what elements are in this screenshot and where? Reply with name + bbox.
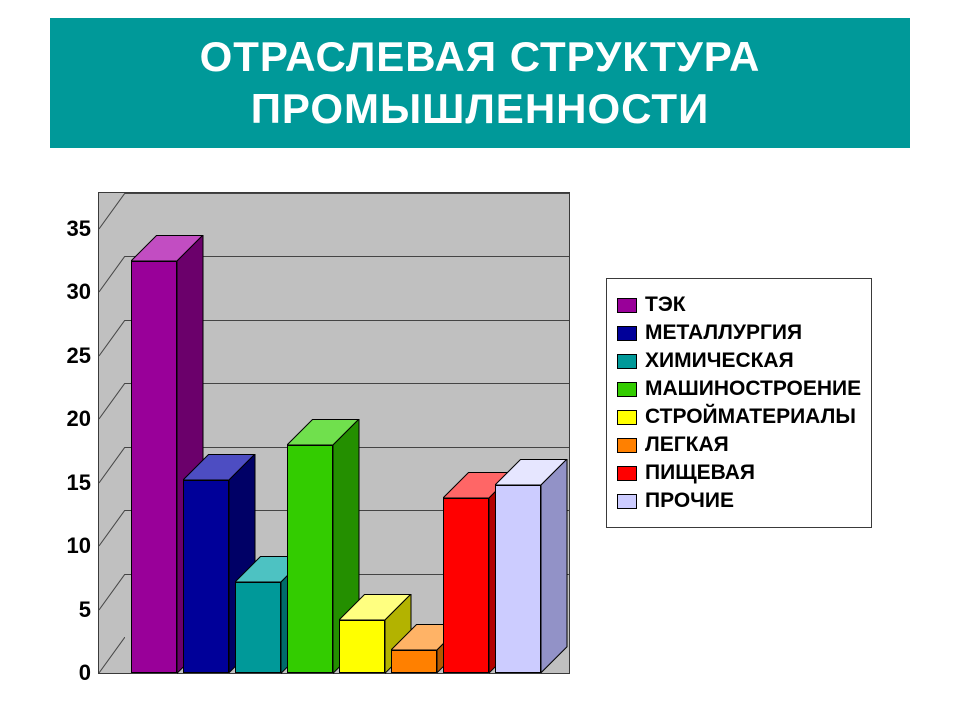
y-tick-label: 15 [67, 470, 99, 496]
y-tick-label: 20 [67, 406, 99, 432]
legend-label: СТРОЙМАТЕРИАЛЫ [645, 405, 856, 429]
legend-item-0: ТЭК [617, 293, 861, 317]
legend-item-7: ПРОЧИЕ [617, 489, 861, 513]
legend-swatch [617, 438, 637, 453]
legend-label: МЕТАЛЛУРГИЯ [645, 321, 802, 345]
legend-swatch [617, 494, 637, 509]
grid-line [125, 193, 569, 194]
y-tick-label: 35 [67, 216, 99, 242]
legend-label: ПИЩЕВАЯ [645, 461, 755, 485]
legend-label: МАШИНОСТРОЕНИЕ [645, 377, 861, 401]
y-tick-label: 25 [67, 343, 99, 369]
legend-item-4: СТРОЙМАТЕРИАЛЫ [617, 405, 861, 429]
legend-swatch [617, 298, 637, 313]
legend-item-1: МЕТАЛЛУРГИЯ [617, 321, 861, 345]
legend-swatch [617, 466, 637, 481]
legend-label: ТЭК [645, 293, 686, 317]
legend-swatch [617, 326, 637, 341]
legend-label: ЛЕГКАЯ [645, 433, 729, 457]
legend: ТЭК МЕТАЛЛУРГИЯ ХИМИЧЕСКАЯ МАШИНОСТРОЕНИЕ СТ… [606, 278, 872, 528]
y-tick-label: 30 [67, 279, 99, 305]
legend-swatch [617, 410, 637, 425]
legend-item-6: ПИЩЕВАЯ [617, 461, 861, 485]
legend-swatch [617, 382, 637, 397]
y-tick-label: 0 [79, 660, 99, 686]
y-tick-label: 10 [67, 533, 99, 559]
legend-item-2: ХИМИЧЕСКАЯ [617, 349, 861, 373]
y-tick-label: 5 [79, 597, 99, 623]
bar-7 [495, 459, 567, 673]
plot-frame: 05101520253035 [98, 192, 570, 674]
legend-item-3: МАШИНОСТРОЕНИЕ [617, 377, 861, 401]
legend-label: ПРОЧИЕ [645, 489, 734, 513]
legend-item-5: ЛЕГКАЯ [617, 433, 861, 457]
legend-swatch [617, 354, 637, 369]
legend-label: ХИМИЧЕСКАЯ [645, 349, 794, 373]
